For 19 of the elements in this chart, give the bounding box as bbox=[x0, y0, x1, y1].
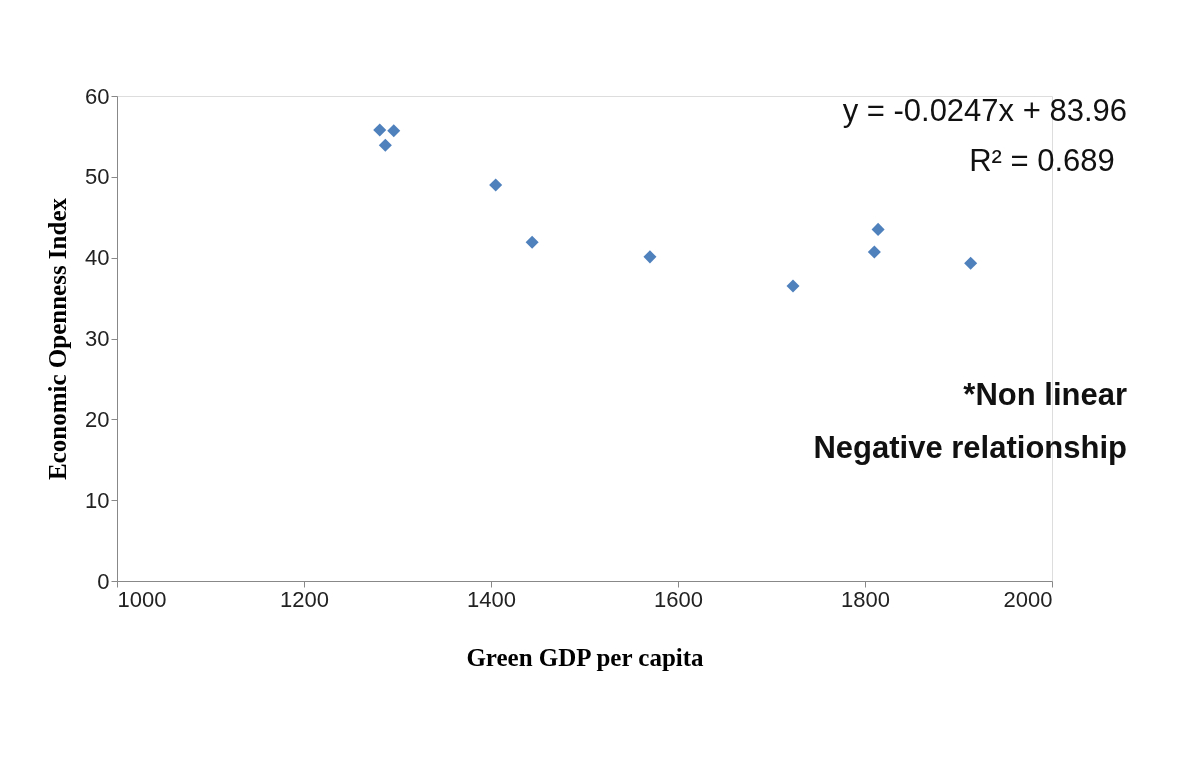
x-tick-label: 1200 bbox=[280, 586, 329, 612]
x-tick-label: 1600 bbox=[654, 586, 703, 612]
y-tick-label: 60 bbox=[85, 83, 110, 109]
y-tick-label: 30 bbox=[85, 326, 110, 351]
annotation: R² = 0.689 bbox=[969, 143, 1115, 178]
y-tick-label: 10 bbox=[85, 487, 110, 513]
x-tick-label: 1800 bbox=[841, 586, 890, 612]
y-tick-label: 20 bbox=[85, 406, 110, 432]
y-tick-label: 50 bbox=[85, 164, 110, 190]
x-tick-label: 1400 bbox=[467, 586, 516, 612]
y-tick-label: 0 bbox=[97, 568, 110, 594]
x-tick-label: 2000 bbox=[1003, 586, 1053, 612]
x-tick-label: 1000 bbox=[117, 586, 167, 612]
annotation: y = -0.0247x + 83.96 bbox=[842, 93, 1127, 128]
y-tick-label: 40 bbox=[85, 245, 110, 271]
y-axis-title: Economic Openness Index bbox=[44, 197, 72, 480]
annotation: Negative relationship bbox=[813, 430, 1127, 465]
annotation: *Non linear bbox=[963, 377, 1127, 412]
x-axis-title: Green GDP per capita bbox=[466, 643, 705, 671]
